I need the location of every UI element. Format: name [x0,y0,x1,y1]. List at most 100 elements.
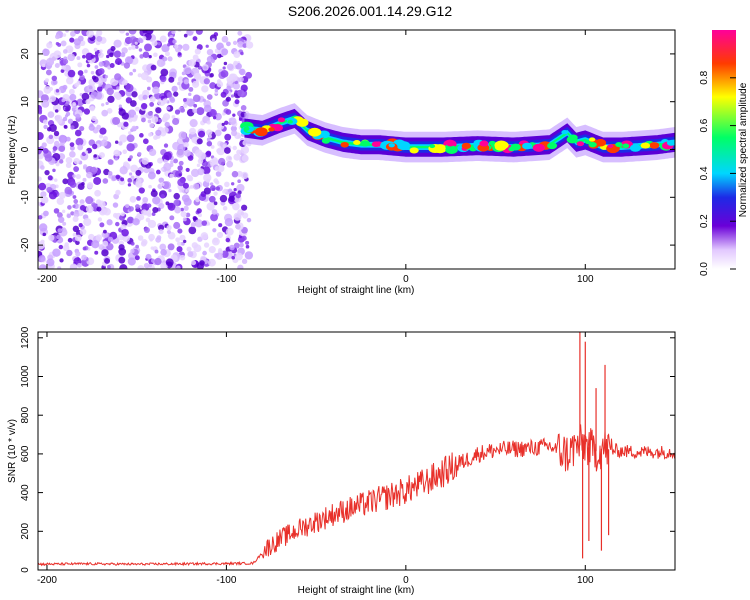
noise-blob [119,214,125,221]
noise-blob [113,39,122,48]
noise-blob [205,44,209,48]
noise-blob [58,244,64,250]
noise-blob [236,149,242,155]
noise-blob [94,189,101,197]
noise-blob [194,48,201,55]
noise-blob [125,203,130,208]
noise-blob [75,240,80,246]
noise-blob [135,244,139,249]
noise-blob [132,68,137,73]
noise-blob [188,86,194,92]
noise-blob [160,167,164,171]
noise-blob [70,125,75,130]
noise-blob [56,234,62,240]
noise-blob [208,246,216,254]
noise-blob [146,86,151,91]
snr-y-ticks: 0 200 400 600 800 1000 1200 [20,326,675,573]
snr-y-tick-label: 600 [20,445,31,462]
spectrogram-y-tick-label: -20 [20,237,31,252]
noise-blob [162,113,171,121]
noise-blob [150,189,158,197]
noise-blob [112,116,121,125]
noise-blob [106,108,113,114]
snr-x-tick-label: -100 [216,575,236,586]
noise-blob [62,33,67,37]
noise-blob [155,107,162,114]
noise-blob [55,89,60,93]
ridge-hotspot [446,141,455,147]
noise-blob [206,55,214,63]
ridge-hotspot [588,141,597,148]
noise-blob [222,66,226,70]
noise-blob [172,39,177,44]
noise-blob [54,62,60,69]
noise-blob [74,129,82,137]
noise-blob [241,235,247,241]
ridge-hotspot [561,129,569,135]
ridge-hotspot [445,145,458,154]
noise-blob [118,141,123,146]
noise-blob [183,149,191,157]
noise-blob [98,134,104,139]
noise-blob [67,69,76,78]
spectrogram-x-tick-label: 0 [403,274,409,285]
noise-blob [235,252,243,261]
noise-blob [162,126,169,134]
noise-blob [73,199,79,204]
noise-blob [118,244,125,251]
noise-blob [226,85,232,91]
noise-blob [237,41,244,48]
snr-background [38,332,675,570]
noise-blob [149,122,155,129]
noise-blob [166,229,172,235]
noise-blob [85,52,94,61]
noise-blob [192,183,200,190]
snr-y-tick-label: 200 [20,523,31,540]
noise-blob [99,49,103,53]
noise-blob [118,256,126,264]
noise-blob [67,118,74,124]
noise-blob [138,187,145,194]
noise-blob [118,30,126,34]
colorbar-label: Normalized spectral amplitude [738,82,749,217]
noise-blob [95,234,103,241]
noise-blob [79,205,86,211]
noise-blob [57,42,62,47]
noise-blob [221,48,229,56]
noise-blob [139,133,144,138]
noise-blob [101,109,109,117]
noise-blob [196,107,205,116]
noise-blob [177,144,186,153]
noise-blob [173,158,179,164]
noise-blob [155,129,162,136]
noise-blob [181,194,190,203]
noise-blob [131,125,137,131]
noise-blob [144,43,152,52]
noise-blob [241,258,248,265]
noise-blob [53,208,60,214]
noise-blob [213,191,218,196]
noise-blob [67,189,73,195]
noise-blob [48,86,54,92]
noise-blob [233,242,240,249]
noise-blob [173,199,180,206]
noise-blob [180,107,186,113]
noise-blob [194,72,201,80]
noise-blob [129,36,138,44]
noise-blob [42,48,50,57]
noise-blob [84,150,89,154]
noise-blob [220,69,229,78]
noise-blob [52,168,56,173]
noise-blob [211,38,216,42]
noise-blob [38,223,48,232]
noise-blob [203,242,210,248]
noise-blob [67,205,72,210]
noise-blob [145,217,151,223]
noise-blob [202,166,211,175]
noise-blob [142,138,149,145]
noise-blob [195,197,201,203]
noise-blob [182,43,190,51]
noise-blob [158,229,164,235]
noise-blob [220,91,227,98]
noise-blob [215,252,224,260]
